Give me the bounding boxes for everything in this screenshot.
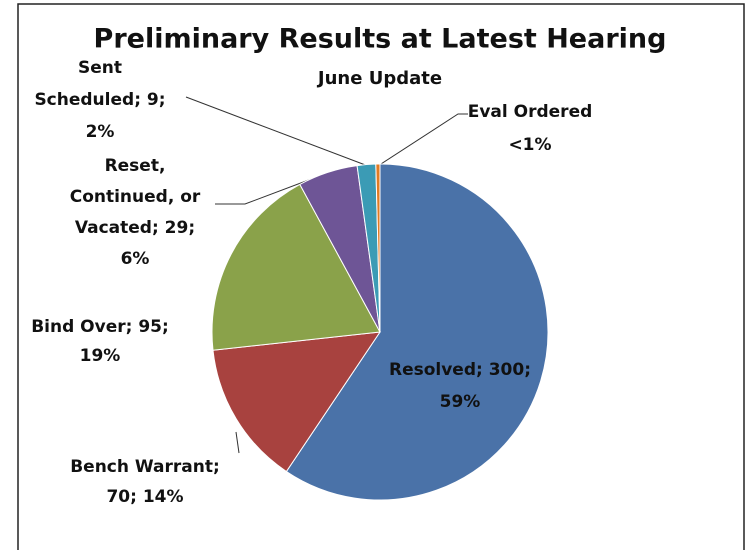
- data-label: 2%: [86, 122, 115, 142]
- chart-subtitle: June Update: [316, 68, 442, 89]
- data-label: Bind Over; 95;: [31, 317, 169, 337]
- data-label: 6%: [121, 249, 150, 269]
- pie-slice: [375, 163, 381, 333]
- data-label: Continued, or: [70, 187, 201, 207]
- pie-slice: [211, 183, 381, 351]
- data-label: Scheduled; 9;: [34, 90, 165, 110]
- data-label: Vacated; 29;: [75, 218, 195, 238]
- leader-line: [235, 431, 240, 454]
- leader-line: [215, 177, 315, 205]
- data-label: Sent: [78, 58, 122, 78]
- data-label: Bench Warrant;: [70, 457, 220, 477]
- data-label: 59%: [440, 392, 481, 412]
- data-label: Resolved; 300;: [389, 360, 531, 380]
- data-label: Reset,: [105, 156, 166, 176]
- data-label: 19%: [80, 346, 121, 366]
- data-label: <1%: [508, 135, 551, 155]
- pie-slice: [212, 331, 382, 473]
- pie-slice: [285, 163, 549, 501]
- data-label: 70; 14%: [106, 487, 183, 507]
- leader-line: [380, 113, 468, 165]
- leader-lines: [185, 96, 468, 454]
- data-label: Eval Ordered: [468, 102, 593, 122]
- chart-title: Preliminary Results at Latest Hearing: [94, 24, 667, 55]
- leader-line: [185, 96, 369, 167]
